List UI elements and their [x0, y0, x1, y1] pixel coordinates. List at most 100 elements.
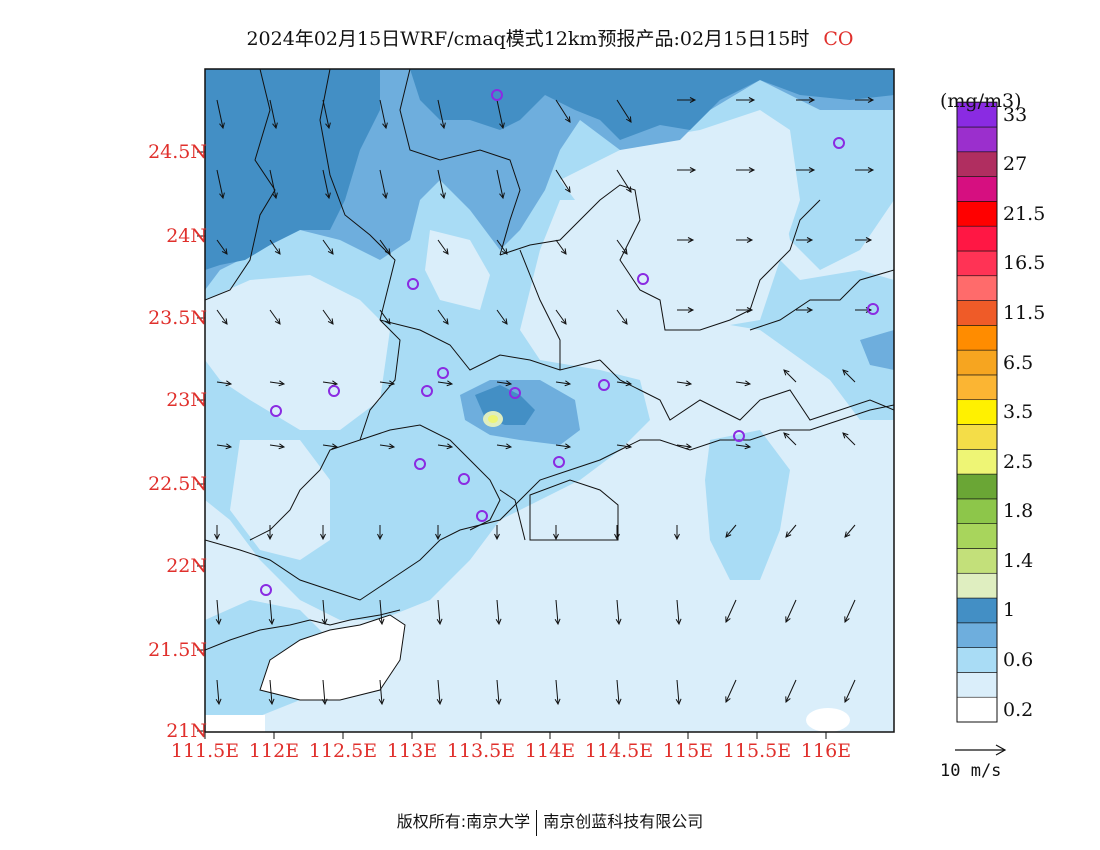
county-boundary-1	[319, 69, 396, 321]
wind-arrow	[269, 169, 277, 199]
wind-arrow	[269, 381, 285, 385]
colorbar-label: 1.4	[1003, 549, 1034, 572]
wind-arrow-head	[495, 698, 502, 706]
colorbar-swatch	[956, 399, 998, 425]
wind-arrow-head	[844, 531, 851, 538]
wind-arrow	[496, 679, 500, 705]
wind-arrow	[496, 169, 504, 199]
wind-arrow-head	[382, 122, 388, 130]
wind-arrow	[269, 444, 285, 448]
wind-arrow	[216, 99, 224, 129]
wind-arrow-head	[867, 97, 875, 103]
wind-arrow	[379, 239, 391, 255]
wind-arrow-head	[325, 122, 331, 130]
wind-arrow-head	[725, 616, 731, 624]
wind-arrow-head	[388, 380, 396, 387]
wind-arrow-head	[560, 318, 567, 325]
wind-arrow-head	[440, 192, 446, 200]
wind-arrow-head	[272, 122, 278, 130]
wind-arrow-head	[321, 618, 328, 626]
wind-arrow	[269, 99, 277, 129]
field-level-0.2b	[560, 110, 800, 330]
wind-arrow	[496, 309, 508, 325]
lon-label-114E: 114E	[524, 740, 576, 762]
wind-arrow-head	[321, 698, 328, 706]
colorbar-swatch	[956, 325, 998, 351]
wind-arrow-head	[725, 696, 731, 704]
field-level-0.6d	[780, 140, 894, 270]
station-marker	[733, 430, 745, 442]
wind-arrow	[322, 169, 330, 199]
station-marker	[833, 137, 845, 149]
wind-arrow	[216, 239, 228, 255]
wind-arrow	[842, 369, 856, 383]
lon-label-111.5E: 111.5E	[170, 740, 240, 762]
colorbar-swatch	[956, 548, 998, 574]
wind-arrow-head	[748, 97, 756, 103]
wind-arrow-head	[378, 618, 385, 626]
sea-boundary	[499, 489, 526, 541]
wind-arrow-head	[505, 380, 513, 387]
islands	[205, 614, 850, 732]
wind-arrow	[676, 444, 692, 448]
field-level-1.0b	[410, 69, 894, 140]
wind-arrow-head	[272, 192, 278, 200]
wind-arrow-head	[221, 248, 228, 255]
wind-arrow-head	[564, 186, 571, 193]
footer-left: 版权所有:南京大学	[396, 812, 531, 831]
wind-arrow-head	[499, 192, 505, 200]
wind-arrow-head	[327, 248, 334, 255]
colorbar-swatch	[956, 448, 998, 475]
wind-arrow	[555, 309, 567, 325]
wind-arrow-head	[221, 318, 228, 325]
wind-arrow-head	[675, 618, 682, 626]
wind-arrow-head	[867, 167, 875, 173]
axis-ticks	[197, 151, 827, 739]
wind-arrow-head	[806, 237, 814, 243]
wind-arrow-head	[320, 533, 326, 541]
colorbar-label: 1	[1003, 599, 1016, 622]
station-marker	[458, 473, 470, 485]
wind-arrow	[616, 239, 628, 255]
wind-arrow-head	[785, 531, 792, 538]
wind-arrow-head	[274, 248, 281, 255]
lat-label-23.5N: 23.5N	[148, 307, 207, 329]
lat-label-24.5N: 24.5N	[148, 141, 207, 163]
wind-arrow-head	[327, 318, 334, 325]
colorbar-label: 33	[1003, 103, 1028, 126]
colorbar-swatch	[956, 672, 998, 698]
wind-arrow	[616, 381, 632, 385]
wind-arrow-head	[842, 369, 849, 376]
wind-arrow-head	[621, 248, 628, 255]
wind-arrow-head	[384, 318, 391, 325]
wind-arrow	[616, 99, 632, 123]
wind-arrow	[616, 679, 620, 705]
colorbar	[956, 101, 998, 723]
wind-arrow	[676, 599, 680, 625]
wind-arrow-head	[442, 248, 449, 255]
county-boundary-2	[249, 319, 401, 541]
wind-arrow-head	[436, 618, 443, 626]
wind-arrow	[676, 381, 692, 385]
wind-arrow	[216, 381, 232, 385]
wind-arrow-head	[783, 369, 790, 376]
colorbar-label: 3.5	[1003, 401, 1034, 424]
station-marker	[509, 387, 521, 399]
wind-arrow	[322, 679, 326, 705]
wind-arrow	[322, 309, 334, 325]
station-marker	[476, 510, 488, 522]
county-boundary-5	[399, 69, 521, 256]
lat-label-21.5N: 21.5N	[148, 639, 207, 661]
wind-arrow-head	[808, 97, 816, 103]
wind-arrow-head	[865, 237, 873, 243]
lon-label-116E: 116E	[800, 740, 852, 762]
colorbar-swatch	[956, 374, 998, 401]
wind-arrow	[437, 169, 445, 199]
colorbar-swatch	[956, 225, 998, 252]
wind-arrow-head	[225, 380, 233, 387]
wind-arrow-head	[674, 533, 680, 541]
wind-arrow-head	[440, 122, 446, 130]
station-marker	[437, 367, 449, 379]
county-boundary-8	[749, 269, 894, 331]
wind-arrow-head	[746, 237, 754, 243]
